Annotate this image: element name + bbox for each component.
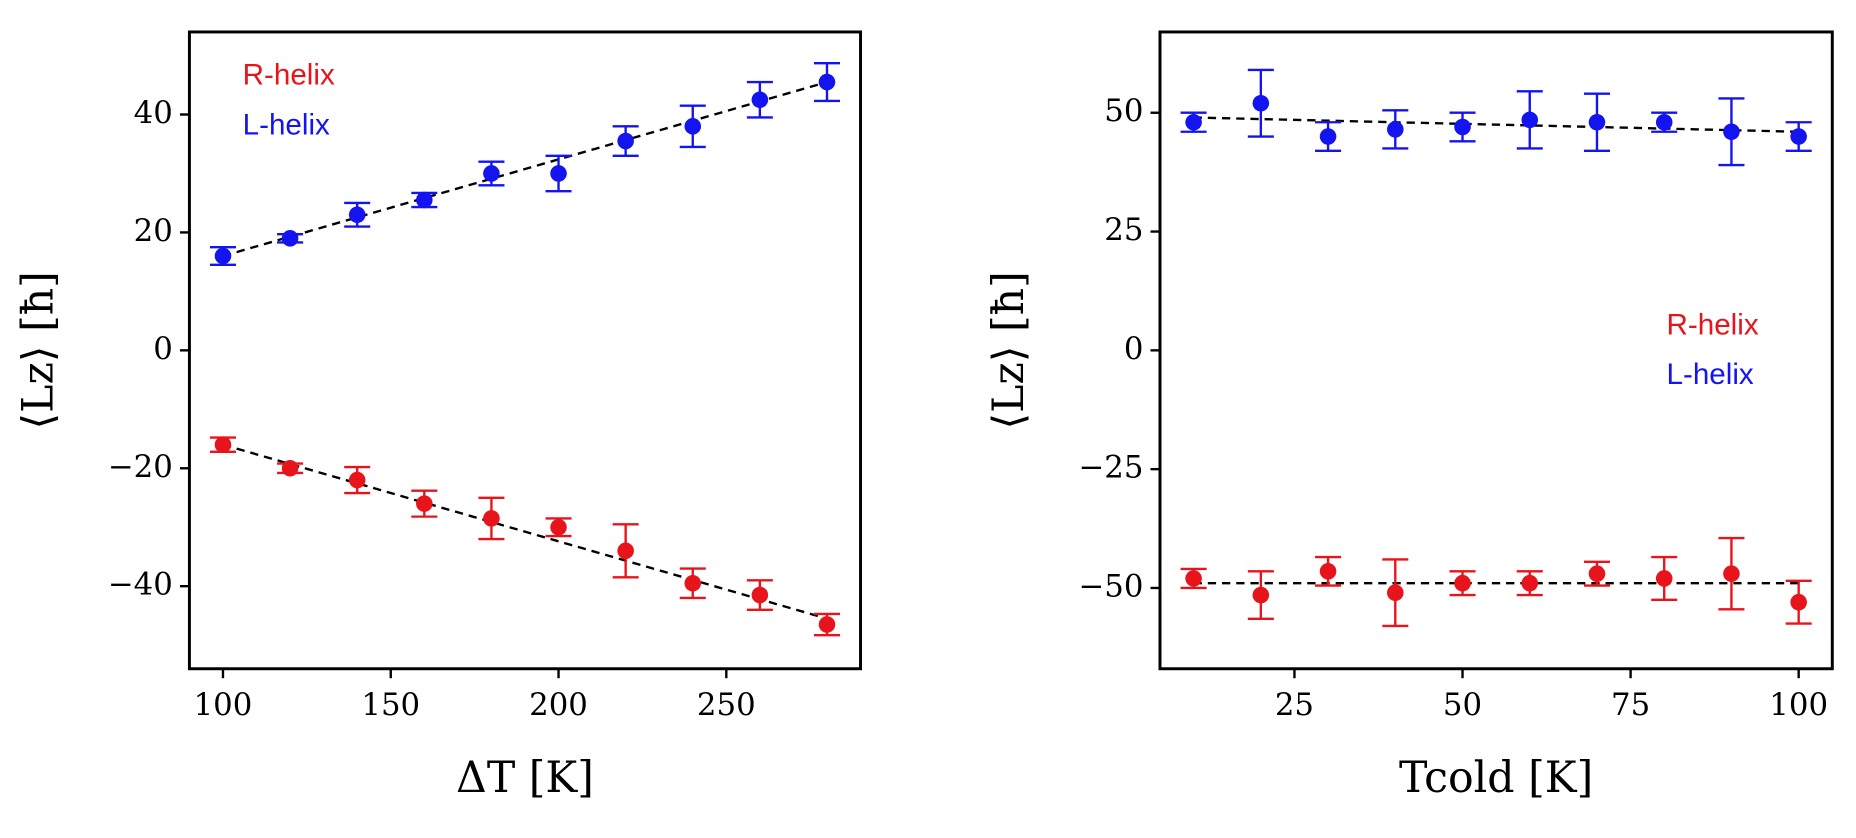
x-tick-label: 75 <box>1611 687 1650 723</box>
panel: −40 −20 0 20 40 100 150 200 250 ΔT [K] ⟨Lz⟩ [ħ] R-h… <box>13 30 863 803</box>
point <box>416 495 433 512</box>
axes-frame <box>187 30 863 671</box>
x-tick-label: 100 <box>1769 687 1828 723</box>
point <box>1521 574 1539 592</box>
x-tick-label: 150 <box>361 687 420 723</box>
point <box>348 206 366 224</box>
point <box>1319 563 1337 580</box>
x-tick-label: 25 <box>1275 687 1314 723</box>
x-tick-label: 200 <box>529 687 588 723</box>
point <box>1655 570 1673 587</box>
axes-frame <box>1158 30 1834 671</box>
x-tick-label: 100 <box>194 687 253 723</box>
point <box>751 91 769 109</box>
legend-label: R-helix <box>1667 308 1759 341</box>
y-tick-label: 50 <box>1104 93 1143 129</box>
y-tick-label: −40 <box>108 567 173 603</box>
point <box>617 132 634 150</box>
point <box>1185 113 1202 131</box>
point <box>1454 118 1471 136</box>
y-tick-label: 25 <box>1104 212 1143 248</box>
legend-label: L-helix <box>1667 358 1754 391</box>
point <box>550 518 567 536</box>
point <box>1588 565 1606 582</box>
point <box>483 165 500 182</box>
point <box>1723 565 1740 582</box>
fit-line <box>222 443 828 620</box>
y-tick-label: 0 <box>153 331 173 367</box>
fit-line <box>1193 116 1799 133</box>
legend-label: R-helix <box>243 59 335 92</box>
legend-label: L-helix <box>243 108 330 141</box>
point <box>1185 570 1202 587</box>
panel: −50 −25 0 25 50 25 50 75 100 Tcold [K] ⟨Lz⟩ [ħ] R-h… <box>984 30 1834 803</box>
point <box>684 118 702 135</box>
point <box>214 436 232 453</box>
y-axis-label: ⟨Lz⟩ [ħ] <box>13 271 63 429</box>
point <box>1387 584 1404 601</box>
point <box>617 542 634 560</box>
y-tick-label: −20 <box>108 449 173 485</box>
point <box>416 191 433 209</box>
point <box>751 586 769 604</box>
y-tick-label: 40 <box>134 95 173 131</box>
point <box>348 471 366 489</box>
point <box>1790 128 1807 145</box>
point <box>1319 128 1337 145</box>
point <box>281 230 299 247</box>
fit-line <box>222 80 828 258</box>
y-axis-label: ⟨Lz⟩ [ħ] <box>984 271 1034 429</box>
point <box>1252 586 1270 604</box>
x-axis-label: Tcold [K] <box>1399 753 1593 803</box>
point <box>1454 574 1471 592</box>
point <box>281 459 299 477</box>
y-tick-label: −25 <box>1078 450 1143 486</box>
point <box>550 165 567 182</box>
y-tick-label: 0 <box>1124 331 1144 367</box>
point <box>483 510 500 527</box>
point <box>818 616 836 633</box>
y-tick-label: 20 <box>134 213 173 249</box>
point <box>1252 94 1270 112</box>
point <box>1521 111 1539 129</box>
point <box>1588 113 1606 131</box>
point <box>1387 121 1404 138</box>
point <box>818 73 836 91</box>
x-tick-label: 250 <box>697 687 756 723</box>
x-tick-label: 50 <box>1443 687 1482 723</box>
y-tick-label: −50 <box>1078 568 1143 604</box>
point <box>214 247 232 265</box>
x-axis-label: ΔT [K] <box>456 753 594 803</box>
point <box>684 574 702 592</box>
point <box>1723 123 1740 141</box>
point <box>1655 113 1673 131</box>
point <box>1790 593 1807 611</box>
